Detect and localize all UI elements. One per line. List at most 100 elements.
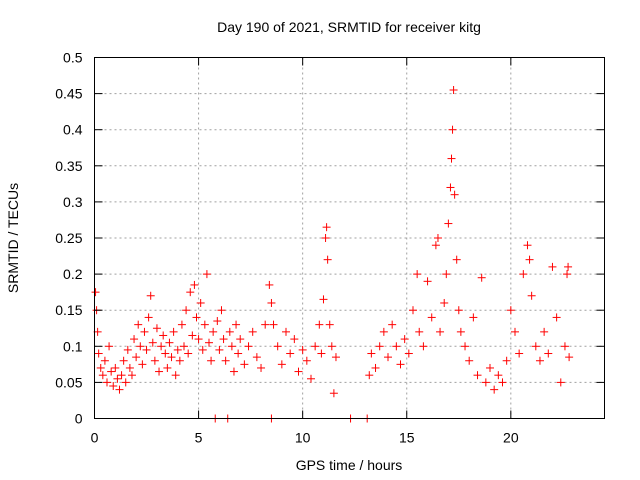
data-point (415, 327, 424, 336)
data-point (273, 342, 282, 351)
data-point (436, 327, 445, 336)
y-axis-label: SRMTID / TECUs (5, 183, 21, 293)
data-point (227, 342, 236, 351)
data-point (215, 345, 224, 354)
data-points (91, 85, 574, 423)
data-point (413, 270, 422, 279)
data-point (319, 295, 328, 304)
data-point (248, 327, 257, 336)
data-point (531, 342, 540, 351)
data-point (423, 277, 432, 286)
data-point (138, 360, 147, 369)
data-point (117, 371, 126, 380)
data-point (408, 306, 417, 315)
data-point (535, 356, 544, 365)
data-point (510, 327, 519, 336)
data-point (560, 342, 569, 351)
data-point (96, 363, 105, 372)
data-point (298, 345, 307, 354)
data-point (142, 345, 151, 354)
data-point (286, 349, 295, 358)
data-point (490, 385, 499, 394)
x-tick-label: 20 (503, 430, 519, 446)
y-tick-label: 0.2 (63, 266, 83, 282)
data-point (461, 342, 470, 351)
data-point (384, 353, 393, 362)
data-point (379, 327, 388, 336)
data-point (157, 342, 166, 351)
data-point (109, 382, 118, 391)
y-tick-label: 0 (75, 411, 83, 427)
data-point (244, 342, 253, 351)
data-point (155, 367, 164, 376)
y-tick-labels: 0 0.05 0.1 0.15 0.2 0.25 0.3 0.35 0.4 0.45 0.5 (55, 50, 82, 427)
data-point (404, 349, 413, 358)
y-tick-label: 0.35 (55, 158, 82, 174)
data-point (177, 320, 186, 329)
data-point (465, 356, 474, 365)
data-point (198, 345, 207, 354)
data-point (519, 270, 528, 279)
data-point (442, 270, 451, 279)
data-point (123, 345, 132, 354)
data-point (331, 353, 340, 362)
x-tick-label: 10 (295, 430, 311, 446)
data-point (140, 327, 149, 336)
data-point (209, 327, 218, 336)
y-tick-label: 0.4 (63, 122, 83, 138)
data-point (325, 320, 334, 329)
data-point (146, 291, 155, 300)
data-point (311, 342, 320, 351)
data-point (327, 342, 336, 351)
data-point (282, 327, 291, 336)
data-point (440, 298, 449, 307)
data-point (152, 324, 161, 333)
data-point (169, 327, 178, 336)
data-point (564, 262, 573, 271)
data-point (498, 378, 507, 387)
data-point (515, 349, 524, 358)
data-point (127, 371, 136, 380)
data-point (196, 298, 205, 307)
data-point (159, 331, 168, 340)
data-point (175, 356, 184, 365)
y-tick-label: 0.05 (55, 374, 82, 390)
data-point (540, 327, 549, 336)
data-point (105, 342, 114, 351)
data-point (236, 335, 245, 344)
data-point (144, 313, 153, 322)
data-point (150, 356, 159, 365)
data-point (91, 288, 100, 297)
data-point (107, 367, 116, 376)
data-point (449, 85, 458, 94)
data-point (375, 342, 384, 351)
data-point (261, 320, 270, 329)
data-point (125, 363, 134, 372)
chart-title: Day 190 of 2021, SRMTID for receiver kit… (217, 19, 481, 35)
data-point (94, 349, 103, 358)
data-point (563, 270, 572, 279)
data-point (186, 288, 195, 297)
data-point (456, 327, 465, 336)
data-point (473, 371, 482, 380)
data-point (204, 338, 213, 347)
data-point (213, 317, 222, 326)
data-point (448, 125, 457, 134)
data-point (98, 371, 107, 380)
data-point (219, 335, 228, 344)
data-point (202, 270, 211, 279)
data-point (121, 378, 130, 387)
data-point (100, 356, 109, 365)
data-point (269, 320, 278, 329)
data-point (548, 262, 557, 271)
data-point (252, 353, 261, 362)
data-point (556, 378, 565, 387)
x-axis-label: GPS time / hours (296, 457, 403, 473)
axis-ticks (94, 57, 605, 419)
data-point (111, 363, 120, 372)
data-point (367, 349, 376, 358)
data-point (400, 335, 409, 344)
data-point (527, 291, 536, 300)
y-tick-label: 0.25 (55, 230, 82, 246)
